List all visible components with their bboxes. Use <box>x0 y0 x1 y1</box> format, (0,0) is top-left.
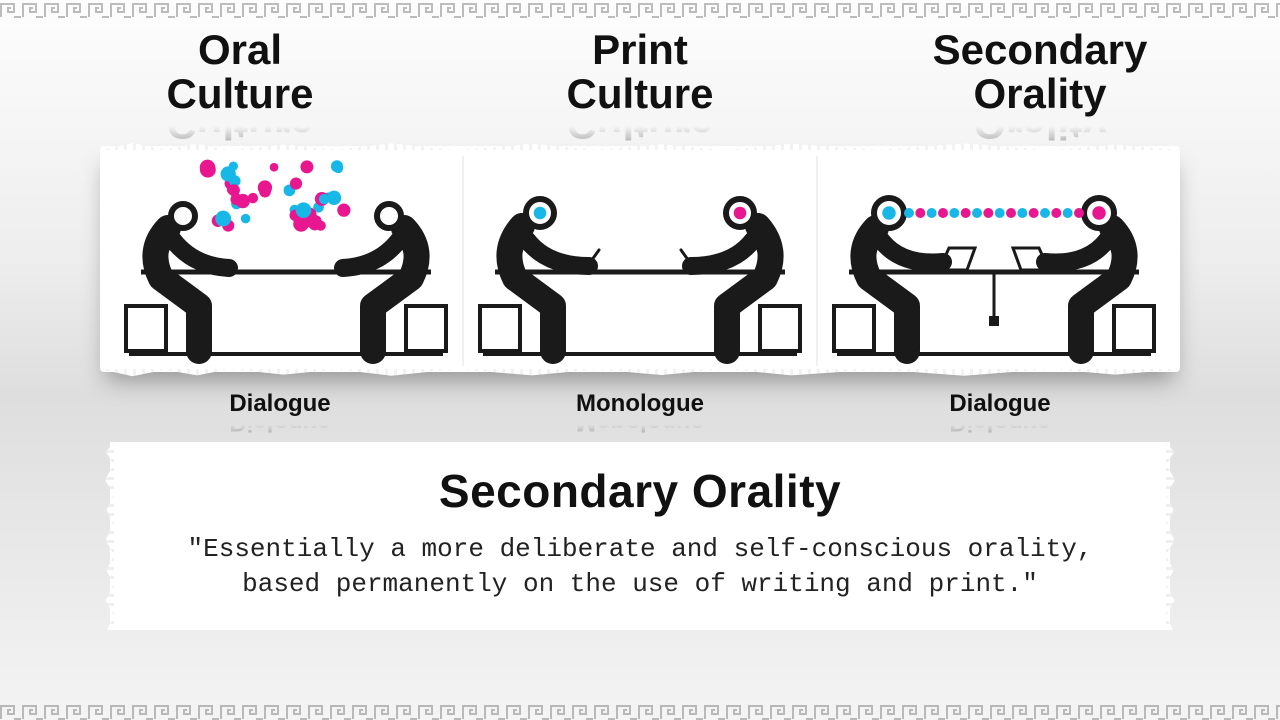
caption-text: Dialogue <box>822 390 1178 418</box>
header-line2: Culture <box>442 72 838 116</box>
header-secondary-orality: Secondary Orality Orality <box>842 28 1238 146</box>
caption-reflection: Dialogue <box>822 420 1178 436</box>
header-line1: Secondary <box>842 28 1238 72</box>
panel-oral-svg <box>110 156 462 366</box>
caption-reflection: Dialogue <box>102 420 458 436</box>
caption-text: Dialogue <box>102 390 458 418</box>
panel-print-svg <box>464 156 816 366</box>
footer-card: Secondary Orality "Essentially a more de… <box>110 442 1170 630</box>
slide-stage: Oral Culture Culture Print Culture Cultu… <box>0 18 1280 702</box>
header-line1: Print <box>442 28 838 72</box>
caption-text: Monologue <box>462 390 818 418</box>
header-line2: Culture <box>42 72 438 116</box>
footer-title: Secondary Orality <box>150 464 1130 518</box>
panel-secondary-svg <box>818 156 1170 366</box>
footer-quote: "Essentially a more deliberate and self-… <box>150 532 1130 602</box>
greek-border-top <box>0 0 1280 18</box>
caption-secondary: Dialogue Dialogue <box>822 390 1178 436</box>
header-oral-culture: Oral Culture Culture <box>42 28 438 146</box>
panel-captions: Dialogue Dialogue Monologue Monologue Di… <box>100 390 1180 436</box>
panels-card <box>100 146 1180 372</box>
greek-border-bottom <box>0 702 1280 720</box>
header-reflection: Orality <box>842 118 1238 146</box>
header-reflection: Culture <box>42 118 438 146</box>
panel-headers: Oral Culture Culture Print Culture Cultu… <box>0 18 1280 146</box>
header-line2: Orality <box>842 72 1238 116</box>
panel-print-culture <box>462 156 816 366</box>
caption-reflection: Monologue <box>462 420 818 436</box>
header-print-culture: Print Culture Culture <box>442 28 838 146</box>
panels-row <box>110 156 1170 366</box>
panel-secondary-orality <box>816 156 1170 366</box>
header-line1: Oral <box>42 28 438 72</box>
caption-oral: Dialogue Dialogue <box>102 390 458 436</box>
caption-print: Monologue Monologue <box>462 390 818 436</box>
panel-oral-culture <box>110 156 462 366</box>
header-reflection: Culture <box>442 118 838 146</box>
